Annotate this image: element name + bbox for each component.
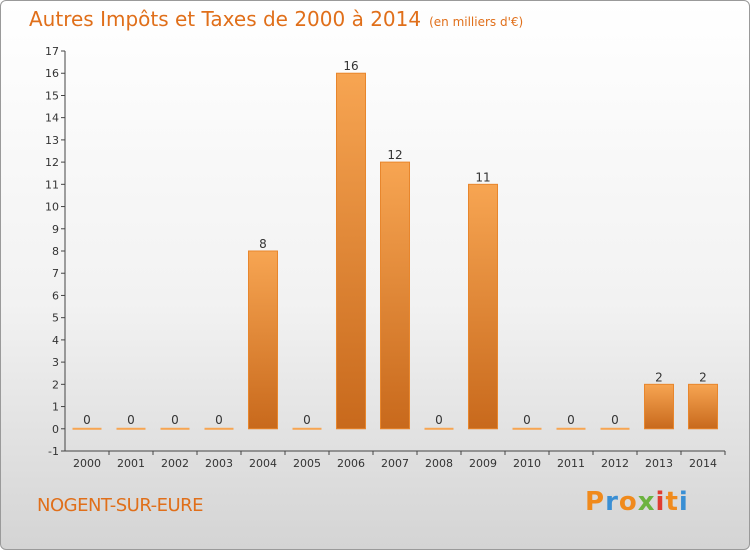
y-tick-label: 3 [52, 356, 59, 369]
bar [292, 427, 322, 430]
y-tick-label: 9 [52, 223, 59, 236]
bar [512, 427, 542, 430]
data-label: 0 [171, 413, 179, 427]
y-tick-label: 2 [52, 378, 59, 391]
bar [204, 427, 234, 430]
data-label: 0 [435, 413, 443, 427]
x-tick-label: 2001 [117, 457, 145, 470]
data-label: 11 [475, 170, 490, 184]
bar [116, 427, 146, 430]
x-tick-label: 2002 [161, 457, 189, 470]
y-tick-label: 12 [45, 156, 59, 169]
x-tick-label: 2014 [689, 457, 717, 470]
y-tick-label: 6 [52, 289, 59, 302]
x-tick-label: 2007 [381, 457, 409, 470]
x-tick-label: 2012 [601, 457, 629, 470]
logo-letter: i [655, 487, 666, 517]
logo-letter: i [678, 487, 689, 517]
y-tick-label: 4 [52, 334, 59, 347]
chart-title: Autres Impôts et Taxes de 2000 à 2014 [29, 7, 422, 31]
x-tick-label: 2011 [557, 457, 585, 470]
y-tick-label: 13 [45, 134, 59, 147]
bar [248, 250, 278, 430]
y-tick-label: 0 [52, 423, 59, 436]
y-tick-label: 11 [45, 178, 59, 191]
data-label: 2 [699, 370, 707, 384]
y-tick-label: 17 [45, 45, 59, 58]
logo-letter: t [665, 487, 679, 517]
x-tick-label: 2008 [425, 457, 453, 470]
y-tick-label: 15 [45, 89, 59, 102]
data-label: 0 [215, 413, 223, 427]
x-tick-label: 2006 [337, 457, 365, 470]
y-tick-label: 1 [52, 401, 59, 414]
bar [644, 383, 674, 430]
bar [600, 427, 630, 430]
x-tick-label: 2000 [73, 457, 101, 470]
x-tick-label: 2004 [249, 457, 277, 470]
y-tick-label: -1 [48, 445, 59, 458]
data-label: 0 [567, 413, 575, 427]
y-tick-label: 8 [52, 245, 59, 258]
data-label: 0 [611, 413, 619, 427]
logo-letter: r [605, 487, 619, 517]
bar [160, 427, 190, 430]
bar [468, 183, 498, 430]
bar [380, 161, 410, 430]
data-label: 0 [127, 413, 135, 427]
x-tick-label: 2013 [645, 457, 673, 470]
x-tick-label: 2010 [513, 457, 541, 470]
proxiti-logo[interactable]: Proxiti [585, 487, 689, 517]
bar [336, 72, 366, 430]
data-label: 0 [523, 413, 531, 427]
data-label: 0 [83, 413, 91, 427]
data-label: 2 [655, 370, 663, 384]
data-label: 0 [303, 413, 311, 427]
data-label: 8 [259, 237, 267, 251]
y-tick-label: 16 [45, 67, 59, 80]
y-tick-label: 5 [52, 312, 59, 325]
logo-letter: x [637, 487, 656, 517]
y-tick-label: 7 [52, 267, 59, 280]
bar [72, 427, 102, 430]
chart-subtitle: (en milliers d'€) [429, 15, 524, 29]
x-tick-label: 2003 [205, 457, 233, 470]
logo-letter: o [618, 487, 638, 517]
bar [424, 427, 454, 430]
y-tick-label: 10 [45, 201, 59, 214]
bar [688, 383, 718, 430]
x-tick-label: 2009 [469, 457, 497, 470]
logo-letter: P [585, 487, 606, 517]
bar [556, 427, 586, 430]
chart-title-block: Autres Impôts et Taxes de 2000 à 2014 (en… [29, 7, 523, 31]
commune-name: NOGENT-SUR-EURE [37, 495, 204, 516]
y-tick-label: 14 [45, 112, 59, 125]
data-label: 16 [343, 59, 358, 73]
x-tick-label: 2005 [293, 457, 321, 470]
data-label: 12 [387, 148, 402, 162]
